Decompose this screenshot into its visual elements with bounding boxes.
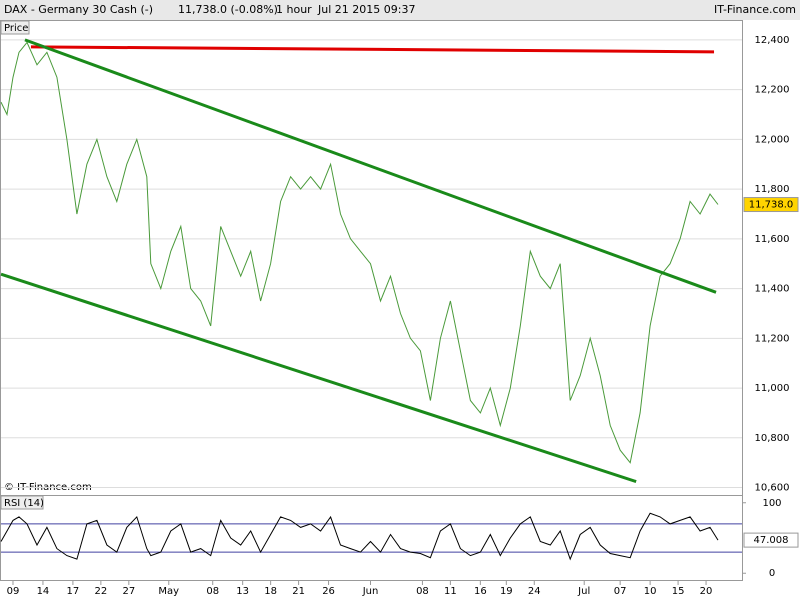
x-tick-label: 26 bbox=[322, 586, 335, 597]
brand: IT-Finance.com bbox=[714, 3, 796, 16]
x-tick-label: May bbox=[158, 586, 179, 597]
x-tick-label: 07 bbox=[614, 586, 627, 597]
header-bar bbox=[0, 0, 800, 20]
x-tick-label: Jul bbox=[577, 586, 590, 597]
x-tick-label: 22 bbox=[94, 586, 107, 597]
y-tick-label: 11,400 bbox=[755, 284, 790, 295]
y-tick-label: 12,000 bbox=[755, 134, 790, 145]
trendline bbox=[24, 38, 717, 294]
y-tick-label: 11,800 bbox=[755, 184, 790, 195]
panel-label-box bbox=[0, 495, 44, 510]
x-tick-label: 27 bbox=[122, 586, 135, 597]
price-frame bbox=[0, 20, 743, 496]
y-tick-label: 100 bbox=[762, 498, 781, 509]
last-value-label: 11,738.0 bbox=[749, 200, 794, 211]
x-tick-label: 08 bbox=[206, 586, 219, 597]
panel-label: Price bbox=[4, 23, 28, 34]
y-tick-label: 12,400 bbox=[755, 35, 790, 46]
x-tick-label: 24 bbox=[528, 586, 541, 597]
symbol: DAX - Germany 30 Cash (-) bbox=[4, 3, 153, 16]
x-tick-label: 14 bbox=[37, 586, 50, 597]
x-tick-label: 20 bbox=[700, 586, 713, 597]
datetime: Jul 21 2015 09:37 bbox=[317, 3, 415, 16]
quote: 11,738.0 (-0.08%) bbox=[178, 3, 278, 16]
x-tick-label: 19 bbox=[500, 586, 513, 597]
x-tick-label: 17 bbox=[67, 586, 80, 597]
x-tick-label: 21 bbox=[292, 586, 305, 597]
y-tick-label: 12,200 bbox=[755, 85, 790, 96]
y-tick-label: 11,000 bbox=[755, 383, 790, 394]
x-tick-label: 18 bbox=[264, 586, 277, 597]
series-line bbox=[0, 512, 719, 561]
interval: 1 hour bbox=[276, 3, 312, 16]
y-tick-label: 11,200 bbox=[755, 333, 790, 344]
x-tick-label: 15 bbox=[672, 586, 685, 597]
x-tick-label: 08 bbox=[416, 586, 429, 597]
rsi-frame bbox=[0, 495, 743, 581]
x-tick-label: 16 bbox=[474, 586, 487, 597]
panel-label-box bbox=[0, 20, 30, 35]
last-value-box bbox=[743, 532, 799, 548]
y-tick-label: 11,600 bbox=[755, 234, 790, 245]
x-tick-label: 13 bbox=[236, 586, 249, 597]
last-value-label: 47.008 bbox=[754, 535, 789, 546]
x-tick-label: Jun bbox=[362, 586, 379, 597]
y-tick-label: 0 bbox=[769, 568, 775, 579]
y-tick-label: 10,600 bbox=[755, 483, 790, 494]
x-tick-label: 09 bbox=[7, 586, 20, 597]
panel-label: RSI (14) bbox=[4, 498, 44, 509]
x-tick-label: 11 bbox=[444, 586, 457, 597]
trendline bbox=[0, 272, 637, 483]
trendline bbox=[30, 45, 715, 54]
last-value-box bbox=[743, 197, 799, 213]
series-line bbox=[0, 41, 719, 464]
x-tick-label: 10 bbox=[644, 586, 657, 597]
y-tick-label: 10,800 bbox=[755, 433, 790, 444]
